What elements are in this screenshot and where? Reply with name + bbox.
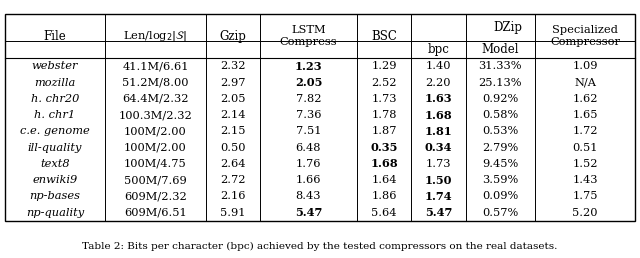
Text: 100M/2.00: 100M/2.00	[124, 126, 187, 136]
Text: 1.43: 1.43	[572, 175, 598, 185]
Text: 2.72: 2.72	[220, 175, 246, 185]
Text: 7.82: 7.82	[296, 94, 321, 104]
Text: 1.76: 1.76	[296, 159, 321, 169]
Text: 51.2M/8.00: 51.2M/8.00	[122, 78, 189, 88]
Text: 5.20: 5.20	[572, 208, 598, 218]
Text: 1.72: 1.72	[572, 126, 598, 136]
Text: 1.29: 1.29	[371, 61, 397, 71]
Text: 2.79%: 2.79%	[482, 143, 518, 153]
Text: 2.15: 2.15	[220, 126, 246, 136]
Text: 1.68: 1.68	[371, 158, 398, 170]
Text: 8.43: 8.43	[296, 191, 321, 201]
Text: 0.57%: 0.57%	[482, 208, 518, 218]
Text: 1.78: 1.78	[371, 110, 397, 120]
Text: 0.35: 0.35	[371, 142, 397, 153]
Bar	[4, 14, 636, 221]
Text: 1.87: 1.87	[371, 126, 397, 136]
Text: 1.81: 1.81	[424, 126, 452, 137]
Text: 609M/2.32: 609M/2.32	[124, 191, 187, 201]
Text: File: File	[44, 30, 66, 43]
Text: 5.91: 5.91	[220, 208, 246, 218]
Text: 0.51: 0.51	[572, 143, 598, 153]
Text: 5.64: 5.64	[371, 208, 397, 218]
Text: 0.34: 0.34	[425, 142, 452, 153]
Text: 3.59%: 3.59%	[482, 175, 518, 185]
Text: enwiki9: enwiki9	[32, 175, 77, 185]
Text: 1.50: 1.50	[425, 175, 452, 186]
Text: 2.05: 2.05	[220, 94, 246, 104]
Text: 500M/7.69: 500M/7.69	[124, 175, 187, 185]
Text: 0.58%: 0.58%	[482, 110, 518, 120]
Text: np-bases: np-bases	[29, 191, 81, 201]
Text: 1.74: 1.74	[424, 191, 452, 202]
Text: Gzip: Gzip	[220, 30, 246, 43]
Text: 100M/2.00: 100M/2.00	[124, 143, 187, 153]
Text: 41.1M/6.61: 41.1M/6.61	[122, 61, 189, 71]
Text: 25.13%: 25.13%	[479, 78, 522, 88]
Text: 2.97: 2.97	[220, 78, 246, 88]
Text: 1.64: 1.64	[371, 175, 397, 185]
Text: 0.53%: 0.53%	[482, 126, 518, 136]
Text: 0.09%: 0.09%	[482, 191, 518, 201]
Text: 100M/4.75: 100M/4.75	[124, 159, 187, 169]
Text: BSC: BSC	[371, 30, 397, 43]
Text: 2.16: 2.16	[220, 191, 246, 201]
Text: ill-quality: ill-quality	[28, 143, 82, 153]
Text: 2.20: 2.20	[426, 78, 451, 88]
Text: 1.52: 1.52	[572, 159, 598, 169]
Text: 609M/6.51: 609M/6.51	[124, 208, 187, 218]
Text: h. chr20: h. chr20	[31, 94, 79, 104]
Text: 2.14: 2.14	[220, 110, 246, 120]
Text: 64.4M/2.32: 64.4M/2.32	[122, 94, 189, 104]
Text: 100.3M/2.32: 100.3M/2.32	[118, 110, 192, 120]
Text: N/A: N/A	[574, 78, 596, 88]
Text: Table 2: Bits per character (bpc) achieved by the tested compressors on the real: Table 2: Bits per character (bpc) achiev…	[83, 242, 557, 251]
Text: Model: Model	[481, 43, 519, 56]
Text: mozilla: mozilla	[34, 78, 76, 88]
Text: 7.51: 7.51	[296, 126, 321, 136]
Text: c.e. genome: c.e. genome	[20, 126, 90, 136]
Text: 1.40: 1.40	[426, 61, 451, 71]
Text: 2.64: 2.64	[220, 159, 246, 169]
Text: 9.45%: 9.45%	[482, 159, 518, 169]
Text: 1.66: 1.66	[296, 175, 321, 185]
Text: 0.50: 0.50	[220, 143, 246, 153]
Text: 2.32: 2.32	[220, 61, 246, 71]
Text: 5.47: 5.47	[425, 207, 452, 218]
Text: 5.47: 5.47	[295, 207, 322, 218]
Text: 31.33%: 31.33%	[479, 61, 522, 71]
Text: 1.73: 1.73	[371, 94, 397, 104]
Text: 1.75: 1.75	[572, 191, 598, 201]
Text: 1.63: 1.63	[424, 93, 452, 104]
Text: 0.92%: 0.92%	[482, 94, 518, 104]
Text: text8: text8	[40, 159, 70, 169]
Text: 1.73: 1.73	[426, 159, 451, 169]
Text: 2.52: 2.52	[371, 78, 397, 88]
Text: 1.23: 1.23	[294, 61, 323, 72]
Text: np-quality: np-quality	[26, 208, 84, 218]
Text: Len/log$_2|\mathcal{S}|$: Len/log$_2|\mathcal{S}|$	[124, 29, 188, 43]
Text: bpc: bpc	[428, 43, 449, 56]
Text: 2.05: 2.05	[295, 77, 322, 88]
Text: h. chr1: h. chr1	[35, 110, 76, 120]
Text: 1.09: 1.09	[572, 61, 598, 71]
Text: 1.62: 1.62	[572, 94, 598, 104]
Text: 1.68: 1.68	[424, 110, 452, 121]
Text: LSTM
Compress: LSTM Compress	[280, 26, 337, 47]
Text: 6.48: 6.48	[296, 143, 321, 153]
Text: Specialized
Compressor: Specialized Compressor	[550, 26, 620, 47]
Text: DZip: DZip	[493, 21, 522, 34]
Text: webster: webster	[31, 61, 78, 71]
Text: 1.86: 1.86	[371, 191, 397, 201]
Text: 7.36: 7.36	[296, 110, 321, 120]
Text: 1.65: 1.65	[572, 110, 598, 120]
